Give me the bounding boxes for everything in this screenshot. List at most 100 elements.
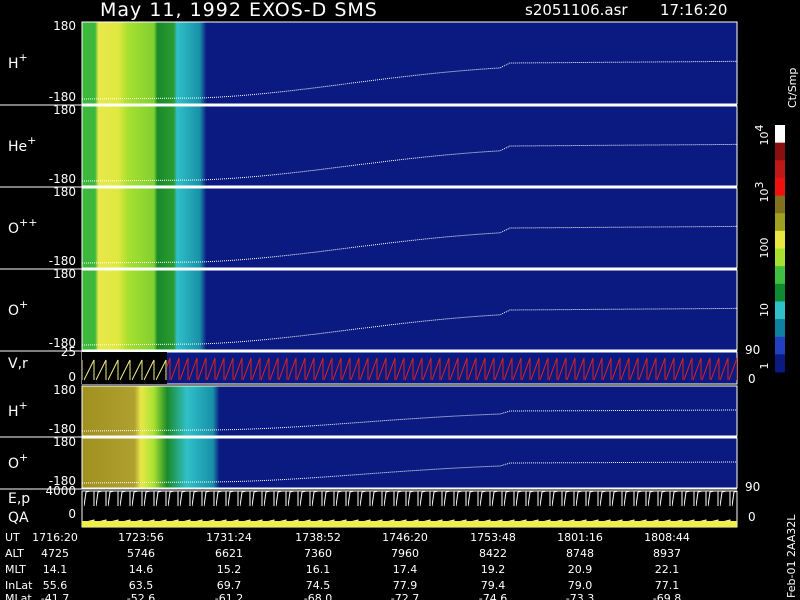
tick-exp: 3	[753, 182, 766, 189]
y-tick-label: 180	[53, 435, 76, 449]
cell: 7960	[391, 547, 419, 560]
spectrogram	[81, 187, 738, 269]
label-base: H	[8, 404, 19, 420]
title: May 11, 1992 EXOS-D SMS	[100, 0, 378, 21]
panel-label: O+	[8, 451, 28, 472]
cell: 79.4	[481, 579, 506, 592]
spectrogram	[81, 21, 738, 105]
right-tick-label: 0	[748, 372, 756, 386]
y-tick-label: 180	[53, 383, 76, 397]
y-tick-label: 4000	[45, 484, 76, 498]
panel-label: He+	[8, 134, 36, 155]
cell: 1801:16	[557, 531, 603, 544]
cell: 8748	[566, 547, 594, 560]
cell: 1738:52	[295, 531, 341, 544]
cell: 1753:48	[470, 531, 516, 544]
label-base: He	[8, 139, 27, 155]
qa-bar	[82, 521, 737, 527]
spectrogram	[81, 385, 738, 437]
cell: -72.7	[391, 592, 419, 600]
colorbar-segment	[775, 301, 785, 320]
tick-base: 1	[758, 363, 771, 370]
label-base: H	[8, 56, 19, 72]
cell: -74.6	[479, 592, 507, 600]
cell: -52.6	[127, 592, 155, 600]
tick-base: 10	[758, 189, 771, 203]
cell: -73.3	[566, 592, 594, 600]
cell: 1808:44	[644, 531, 690, 544]
colorbar-unit: Ct/Smp	[786, 68, 799, 108]
panel-label: V,r	[8, 356, 28, 372]
cell: 8937	[653, 547, 681, 560]
row-label: UT	[5, 531, 20, 544]
colorbar-segment	[775, 283, 785, 302]
cell: 1723:56	[118, 531, 164, 544]
spectrogram	[81, 269, 738, 351]
colorbar-segment	[775, 195, 785, 214]
trace	[81, 461, 738, 484]
tick-exp: 4	[753, 125, 766, 132]
cell: 63.5	[129, 579, 154, 592]
y-tick-label: -180	[49, 422, 76, 436]
colorbar-segment	[775, 177, 785, 197]
label-sup: +	[27, 134, 36, 147]
y-tick-label: 180	[53, 103, 76, 117]
colorbar-tick-label: 1	[758, 363, 771, 370]
side-note: Feb-01 2AA32L	[785, 514, 798, 598]
label-sup: +	[19, 399, 28, 412]
colorbar-segment	[775, 213, 785, 232]
cell: -68.0	[304, 592, 332, 600]
row-label: ALT	[5, 547, 24, 560]
cell: -69.8	[653, 592, 681, 600]
cell: 4725	[41, 547, 69, 560]
time: 17:16:20	[660, 1, 727, 19]
right-tick-label: 0	[748, 510, 756, 524]
cell: 7360	[304, 547, 332, 560]
row-label: InLat	[5, 579, 33, 592]
row-label: MLat	[5, 592, 32, 600]
label-base: O	[8, 221, 19, 237]
spectrogram	[81, 437, 738, 489]
cell: 20.9	[568, 563, 593, 576]
y-tick-label: 25	[61, 345, 76, 359]
cell: 19.2	[481, 563, 506, 576]
cell: 6621	[215, 547, 243, 560]
cell: 77.1	[655, 579, 680, 592]
cell: 74.5	[306, 579, 331, 592]
label-sup: ++	[19, 216, 37, 229]
panel-label: O+	[8, 298, 28, 319]
table: UT 1716:20 1723:56 1731:24 1738:52 1746:20 175…	[5, 531, 690, 600]
cell: 55.6	[43, 579, 68, 592]
label-sup: +	[19, 298, 28, 311]
y-tick-label: 0	[68, 507, 76, 521]
tick-base: 10	[758, 303, 771, 317]
cell: 1716:20	[32, 531, 78, 544]
colorbar-segment	[775, 142, 785, 161]
right-tick-label: 90	[745, 343, 760, 357]
y-tick-label: -180	[49, 90, 76, 104]
panel-label: H+	[8, 399, 28, 420]
y-tick-label: 180	[53, 185, 76, 199]
tick-base: 10	[758, 132, 771, 146]
cell: 14.1	[43, 563, 68, 576]
cell: 14.6	[129, 563, 154, 576]
velocity-saw	[167, 352, 737, 384]
cell: 1746:20	[382, 531, 428, 544]
y-tick-label: 180	[53, 267, 76, 281]
cell: 69.7	[217, 579, 242, 592]
velocity-left-saw	[82, 352, 167, 384]
trace	[81, 409, 738, 432]
cell: 1731:24	[206, 531, 252, 544]
colorbar-tick-label: 103	[753, 182, 771, 203]
label-base: O	[8, 456, 19, 472]
colorbar-tick-label: 104	[753, 125, 771, 146]
panel-label: E,p	[8, 491, 30, 507]
colorbar-segment	[775, 230, 785, 249]
spectrogram	[81, 105, 738, 187]
cell: 22.1	[655, 563, 680, 576]
y-tick-label: 180	[53, 19, 76, 33]
cell: 15.2	[217, 563, 242, 576]
colorbar-tick-label: 10	[758, 303, 771, 317]
